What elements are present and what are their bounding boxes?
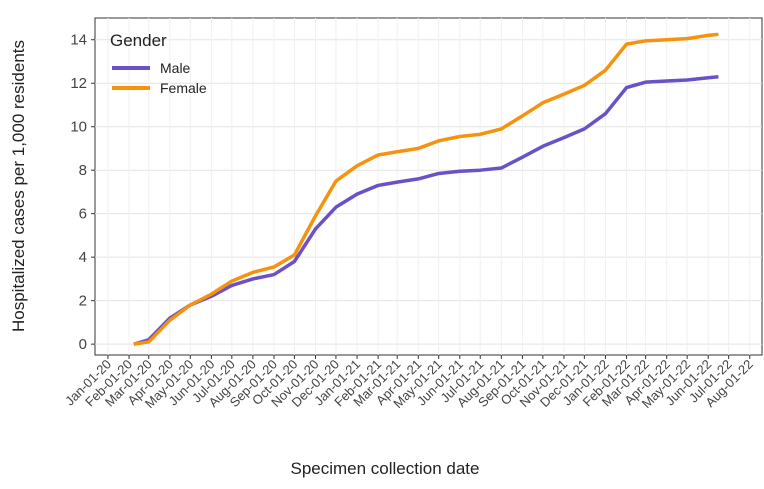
y-tick-label: 10 bbox=[70, 119, 87, 136]
y-tick-label: 8 bbox=[79, 162, 87, 179]
line bbox=[133, 74, 719, 346]
line bbox=[133, 32, 719, 346]
y-tick-label: 14 bbox=[70, 32, 87, 49]
y-tick-label: 0 bbox=[79, 336, 87, 353]
legend-title: Gender bbox=[110, 31, 167, 50]
y-tick-label: 6 bbox=[79, 206, 87, 223]
x-axis-title: Specimen collection date bbox=[290, 459, 479, 478]
y-tick-label: 2 bbox=[79, 293, 87, 310]
y-axis-title: Hospitalized cases per 1,000 residents bbox=[9, 40, 28, 332]
y-tick-label: 4 bbox=[79, 249, 87, 266]
legend-label: Male bbox=[160, 60, 191, 76]
y-tick-label: 12 bbox=[70, 75, 87, 92]
legend-label: Female bbox=[160, 80, 207, 96]
